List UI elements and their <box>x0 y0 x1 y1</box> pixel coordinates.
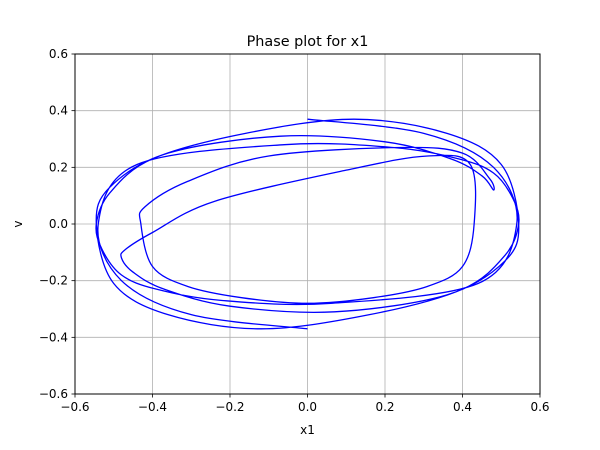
y-axis-label: v <box>11 220 25 227</box>
x-axis-ticks: −0.6 −0.4 −0.2 0.0 0.2 0.4 0.6 <box>60 394 550 414</box>
chart-title: Phase plot for x1 <box>247 34 369 50</box>
x-tick-label: −0.2 <box>215 400 244 414</box>
x-tick-label: 0.6 <box>530 400 549 414</box>
y-tick-label: 0.6 <box>49 47 68 61</box>
x-tick-label: −0.4 <box>138 400 167 414</box>
x-tick-label: 0.2 <box>375 400 394 414</box>
x-tick-label: 0.0 <box>298 400 317 414</box>
y-tick-label: 0.0 <box>49 217 68 231</box>
x-tick-label: 0.4 <box>453 400 472 414</box>
y-axis-ticks: −0.6 −0.4 −0.2 0.0 0.2 0.4 0.6 <box>39 47 75 401</box>
phase-trajectory-line <box>95 118 520 330</box>
y-tick-label: 0.2 <box>49 160 68 174</box>
y-tick-label: −0.6 <box>39 387 68 401</box>
x-axis-label: x1 <box>300 423 315 437</box>
x-tick-label: −0.6 <box>60 400 89 414</box>
y-tick-label: −0.4 <box>39 330 68 344</box>
y-tick-label: −0.2 <box>39 274 68 288</box>
series-layer <box>95 118 520 330</box>
y-tick-label: 0.4 <box>49 104 68 118</box>
